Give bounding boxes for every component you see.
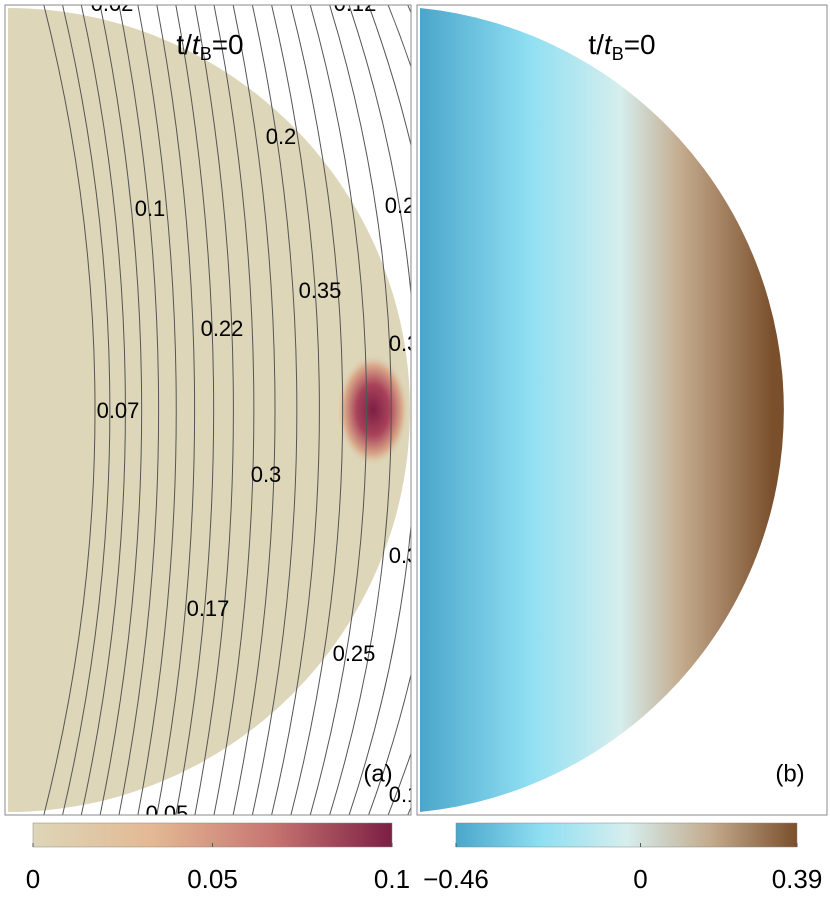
panel-title: t/tB=0 (588, 29, 655, 63)
contour-line (156, 5, 196, 815)
contour-label: 0.02 (91, 0, 134, 16)
contour-label: 0.12 (334, 0, 377, 16)
contour-line (62, 5, 111, 815)
contour-line (232, 5, 276, 815)
contour-line (213, 5, 255, 815)
contour-line (348, 5, 411, 815)
frame (4, 4, 412, 816)
panel-label: (b) (775, 760, 804, 787)
contour-label: 0.3 (389, 331, 420, 356)
contour-label: 0.3 (389, 543, 420, 568)
contour-line (329, 5, 392, 815)
contour-label: 0.2 (266, 124, 297, 149)
contour-label: 0.1 (135, 196, 166, 221)
frame (416, 4, 828, 816)
contour-line (367, 5, 411, 815)
contour-line (99, 5, 143, 815)
contour-label: 0.3 (251, 462, 282, 487)
colorbar-tick-label: 0 (633, 864, 647, 894)
contour-line (290, 5, 344, 815)
contour-label: 0.25 (333, 641, 376, 666)
contour-line (80, 5, 126, 815)
contour-label: 0.2 (385, 193, 416, 218)
contour-line (194, 5, 234, 815)
contour-line (271, 5, 320, 815)
density-field (8, 8, 410, 812)
density-field (420, 8, 784, 812)
colorbar-tick-label: 0.1 (374, 864, 410, 894)
contour-line (309, 5, 368, 815)
contour-label: 0.35 (299, 278, 342, 303)
contour-line (175, 5, 215, 815)
contour-line (118, 5, 160, 815)
colorbar-tick-label: 0 (26, 864, 40, 894)
panel-b (420, 8, 784, 812)
panel-title: t/tB=0 (176, 29, 243, 63)
contour-line (251, 5, 298, 815)
density-peak (337, 354, 409, 466)
colorbar-tick-label: −0.46 (423, 864, 489, 894)
contour-label: 0.22 (201, 316, 244, 341)
colorbar-tick-label: 0.39 (772, 864, 823, 894)
colorbar-tick-label: 0.05 (187, 864, 238, 894)
contour-label: 0.05 (146, 801, 189, 826)
contour-label: 0.17 (187, 596, 230, 621)
panel-a: 0.02 0.12 0.2 0.1 0.2 0.35 0.22 0.3 0.07 0.3 0.3 0.… (8, 0, 420, 826)
panel-label: (a) (363, 760, 392, 787)
colorbar (455, 822, 798, 848)
contour-line (137, 5, 177, 815)
contour-lines (43, 5, 411, 815)
contour-line (43, 5, 96, 815)
contour-label: 0.1 (389, 782, 420, 807)
contour-label: 0.07 (97, 398, 140, 423)
